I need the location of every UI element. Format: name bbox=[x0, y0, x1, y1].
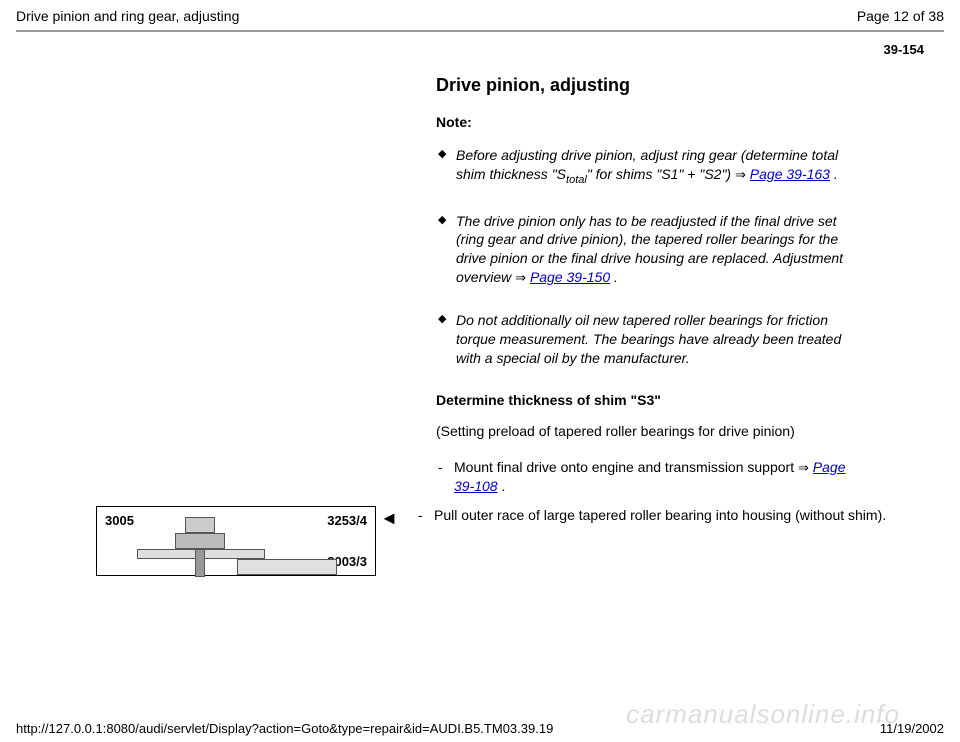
footer: http://127.0.0.1:8080/audi/servlet/Displ… bbox=[0, 715, 960, 742]
note-bullet-list: Before adjusting drive pinion, adjust ri… bbox=[436, 146, 856, 368]
main-content: Drive pinion, adjusting Note: Before adj… bbox=[436, 75, 856, 496]
figure-label-3253-4: 3253/4 bbox=[327, 513, 367, 528]
dash-item-1: Mount final drive onto engine and transm… bbox=[436, 458, 856, 496]
dash-list: Mount final drive onto engine and transm… bbox=[436, 458, 856, 496]
note-label: Note: bbox=[436, 114, 856, 130]
dash-item-pull: Pull outer race of large tapered roller … bbox=[416, 506, 886, 525]
figure-diagram: 3005 3253/4 2003/3 bbox=[96, 506, 376, 576]
figure-shape bbox=[175, 533, 225, 549]
page-number: 39-154 bbox=[16, 42, 944, 57]
page-counter: Page 12 of 38 bbox=[857, 8, 944, 24]
link-page-39-163[interactable]: Page 39-163 bbox=[750, 166, 830, 182]
figure-shape bbox=[237, 559, 337, 575]
bullet-item-3: Do not additionally oil new tapered roll… bbox=[436, 311, 856, 368]
bullet-item-1: Before adjusting drive pinion, adjust ri… bbox=[436, 146, 856, 188]
figure-instruction: Pull outer race of large tapered roller … bbox=[406, 506, 886, 525]
paren-text: (Setting preload of tapered roller beari… bbox=[436, 422, 856, 440]
footer-url: http://127.0.0.1:8080/audi/servlet/Displ… bbox=[16, 721, 553, 736]
link-page-39-150[interactable]: Page 39-150 bbox=[530, 269, 610, 285]
figure-row: 3005 3253/4 2003/3 ◄ Pull outer race of … bbox=[16, 506, 944, 576]
section-heading: Drive pinion, adjusting bbox=[436, 75, 856, 96]
pointer-icon: ◄ bbox=[376, 506, 406, 529]
figure-label-3005: 3005 bbox=[105, 513, 134, 528]
figure-shape bbox=[185, 517, 215, 533]
header-divider bbox=[16, 30, 944, 32]
footer-date: 11/19/2002 bbox=[880, 721, 944, 736]
subsection-heading: Determine thickness of shim "S3" bbox=[436, 392, 856, 408]
page-header: Drive pinion and ring gear, adjusting Pa… bbox=[0, 0, 960, 30]
bullet-item-2: The drive pinion only has to be readjust… bbox=[436, 212, 856, 288]
document-title: Drive pinion and ring gear, adjusting bbox=[16, 8, 239, 24]
figure-shape bbox=[195, 549, 205, 577]
content-area: 39-154 Drive pinion, adjusting Note: Bef… bbox=[0, 42, 960, 576]
